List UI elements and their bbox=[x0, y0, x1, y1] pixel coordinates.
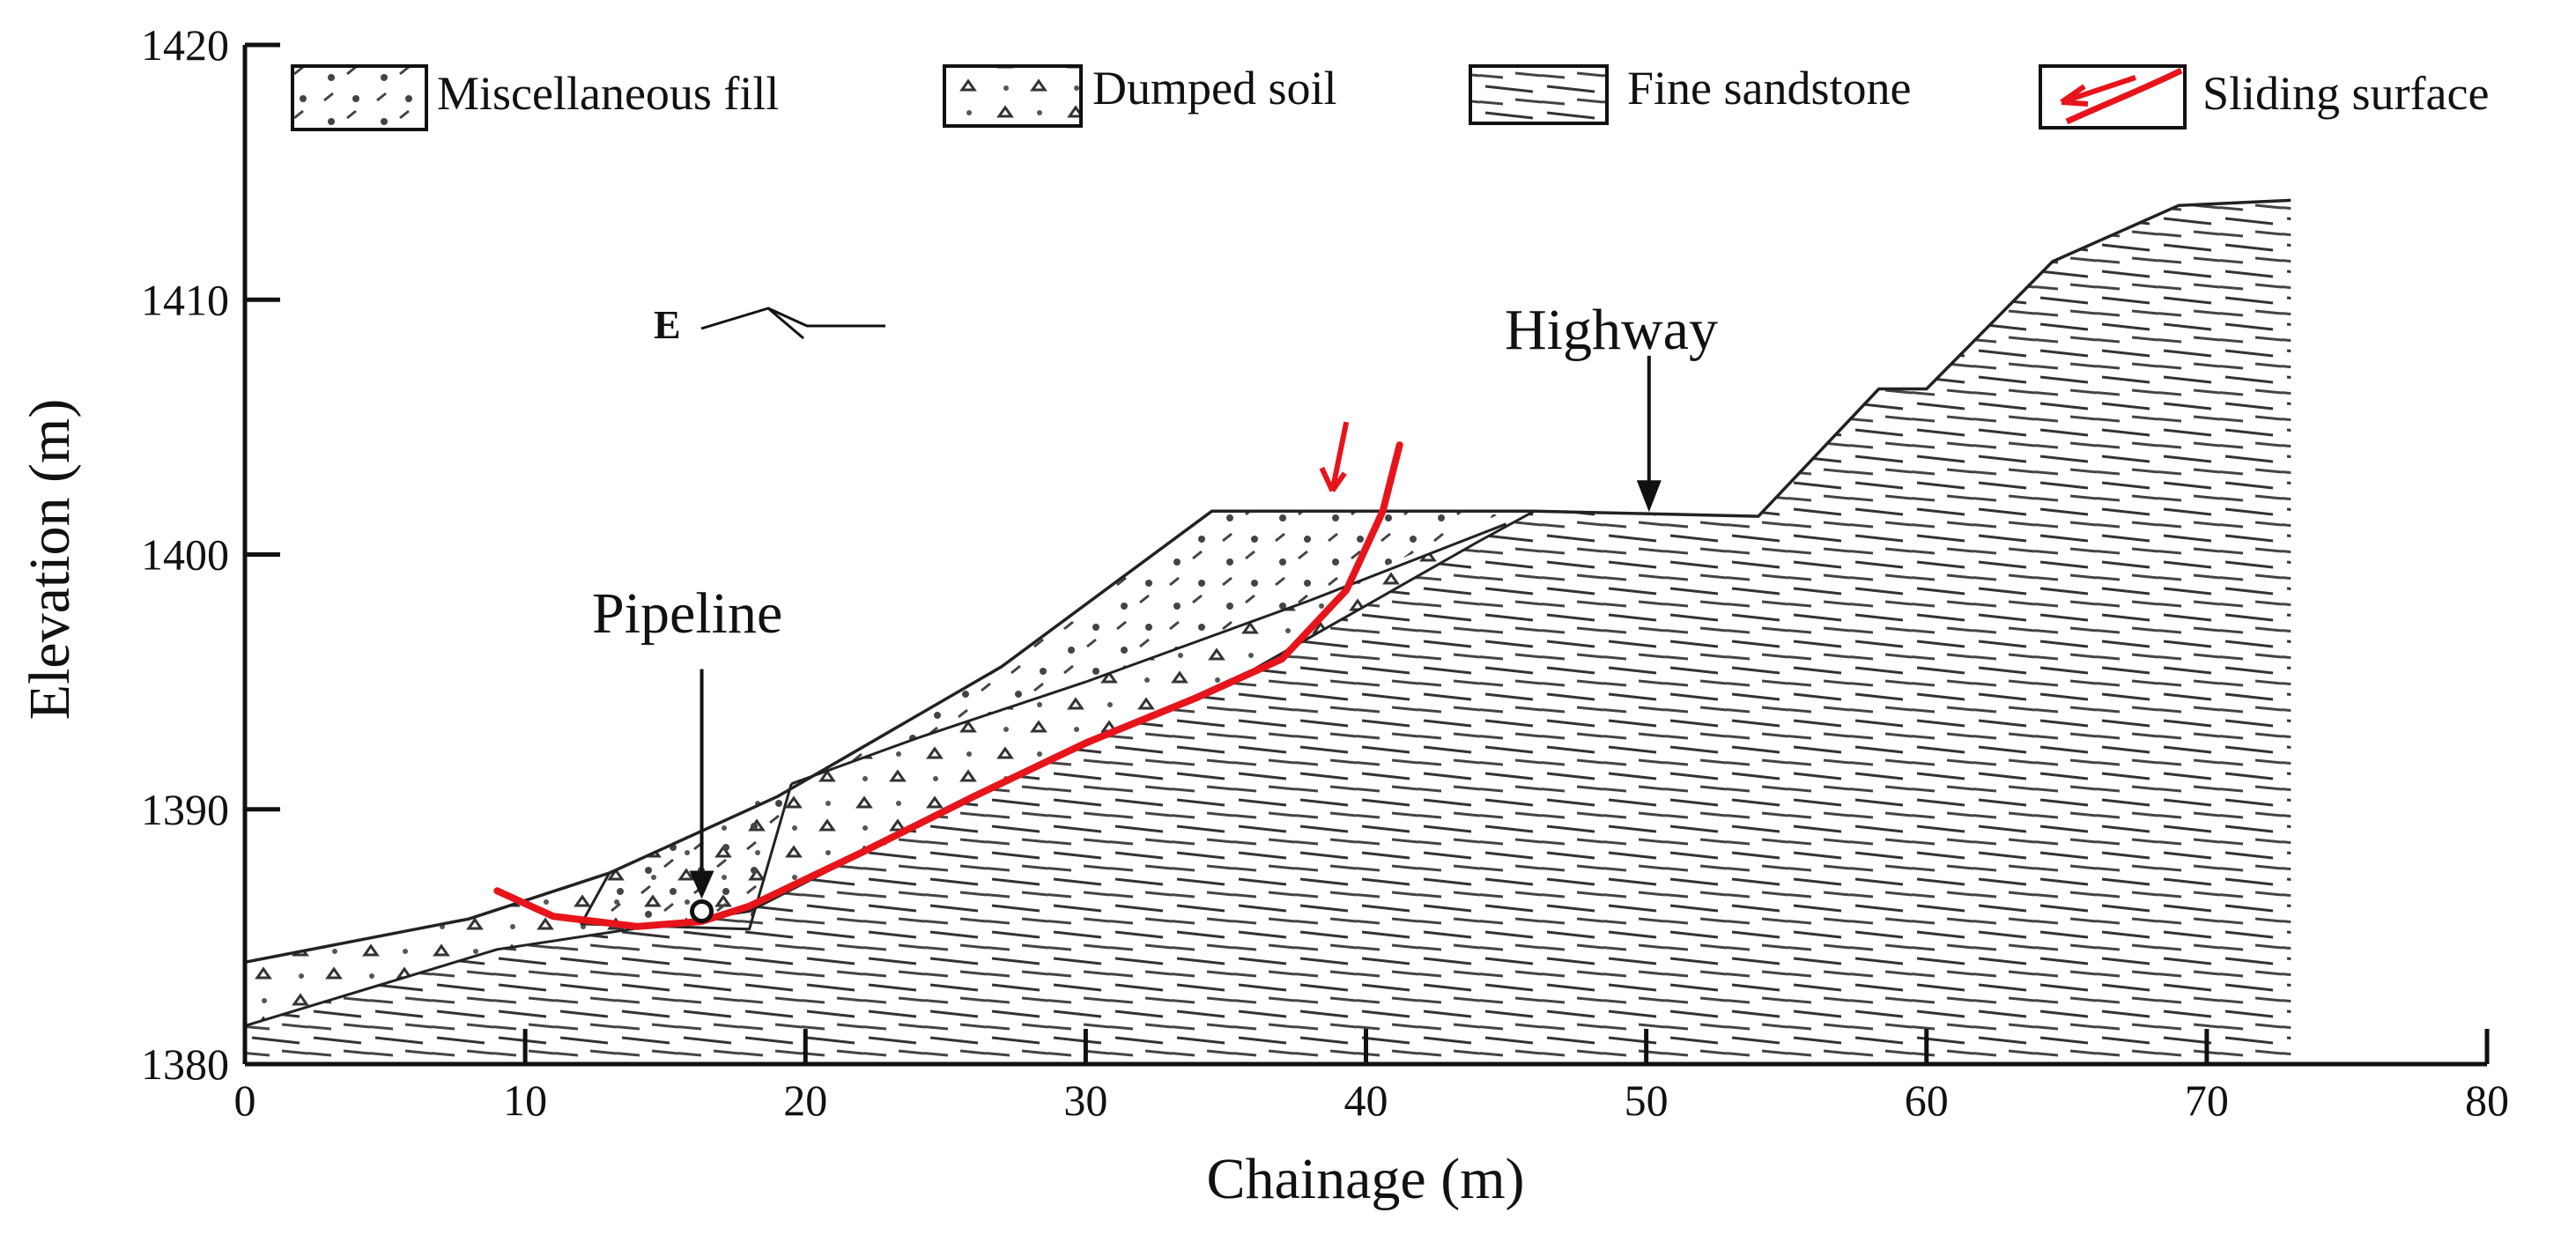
y-tick-label: 1400 bbox=[141, 530, 229, 580]
x-tick-label: 20 bbox=[783, 1076, 827, 1125]
y-tick-label: 1380 bbox=[141, 1039, 229, 1089]
fine-sandstone-layer bbox=[245, 200, 2291, 1064]
dumped-soil-layer bbox=[245, 511, 1535, 1026]
y-tick-label: 1420 bbox=[141, 20, 229, 70]
pipeline-marker-icon bbox=[690, 899, 714, 923]
sliding-direction-arrow-icon bbox=[1319, 421, 1350, 492]
direction-label: E bbox=[654, 302, 681, 347]
y-tick-label: 1390 bbox=[141, 785, 229, 834]
direction-indicator: E bbox=[654, 302, 885, 347]
pipeline-label: Pipeline bbox=[592, 581, 782, 646]
pipeline-arrow-head-icon bbox=[689, 870, 714, 899]
y-axis-title: Elevation (m) bbox=[18, 399, 82, 721]
x-tick-label: 0 bbox=[234, 1076, 256, 1125]
axes: Elevation (m) Chainage (m) 0 10 20 30 40 50 60… bbox=[18, 20, 2509, 1211]
legend-swatch-fine-sandstone bbox=[1469, 64, 1609, 125]
sliding-surface-line bbox=[493, 441, 1403, 930]
x-tick-label: 30 bbox=[1063, 1076, 1107, 1125]
legend-label-fine-sandstone: Fine sandstone bbox=[1627, 62, 1911, 115]
y-tick-label: 1410 bbox=[141, 275, 229, 324]
x-tick-label: 10 bbox=[503, 1076, 547, 1125]
x-axis-title: Chainage (m) bbox=[1206, 1147, 1524, 1211]
legend-swatch-dumped-soil bbox=[943, 64, 1083, 128]
x-tick-label: 60 bbox=[1905, 1076, 1949, 1125]
strata-layers bbox=[244, 198, 2291, 1064]
highway-label: Highway bbox=[1505, 298, 1718, 362]
x-tick-label: 80 bbox=[2465, 1076, 2509, 1125]
fill-boundary-line bbox=[790, 522, 1507, 786]
legend-label-dumped-soil: Dumped soil bbox=[1092, 62, 1337, 115]
legend-swatch-sliding-surface bbox=[2039, 64, 2187, 129]
x-tick-label: 50 bbox=[1625, 1076, 1669, 1125]
x-tick-label: 70 bbox=[2185, 1076, 2229, 1125]
highway-arrow-head-icon bbox=[1636, 480, 1662, 513]
legend-label-sliding-surface: Sliding surface bbox=[2202, 67, 2489, 120]
annotations: Highway Pipeline bbox=[592, 298, 1718, 923]
x-tick-label: 40 bbox=[1344, 1076, 1388, 1125]
legend-sliding-surface-line bbox=[2065, 67, 2183, 125]
legend-swatch-miscellaneous-fill bbox=[291, 64, 428, 131]
legend: Miscellaneous fill Dumped soil Fine sand… bbox=[291, 62, 2489, 131]
north-arrow-icon bbox=[700, 307, 885, 340]
legend-label-miscellaneous-fill: Miscellaneous fill bbox=[437, 67, 779, 120]
legend-sliding-arrow-icon bbox=[2060, 75, 2136, 107]
